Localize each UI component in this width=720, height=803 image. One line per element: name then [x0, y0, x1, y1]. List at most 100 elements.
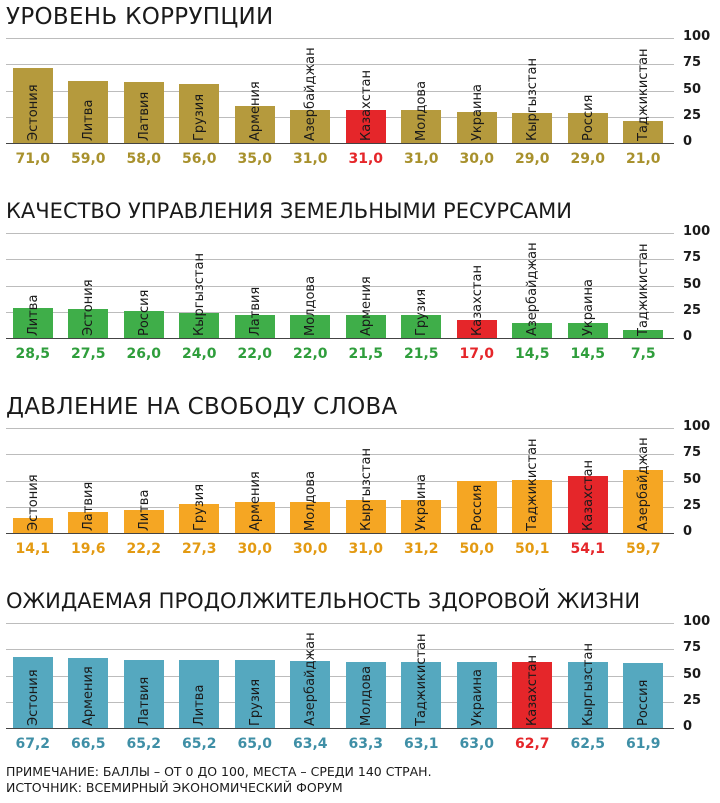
category-label: Грузия [414, 288, 430, 336]
value-label: 31,0 [348, 541, 384, 557]
category-label: Грузия [192, 93, 208, 141]
value-label: 30,0 [292, 541, 328, 557]
bar [456, 661, 497, 728]
bar [567, 476, 608, 533]
category-label: Украина [469, 84, 485, 141]
bar [234, 106, 275, 143]
bar [623, 663, 664, 728]
category-label: Таджикистан [414, 633, 430, 726]
gridline [6, 311, 674, 313]
category-label: Эстония [25, 669, 41, 726]
category-label: Таджикистан [636, 48, 652, 141]
value-label: 30,0 [459, 151, 495, 167]
category-label: Россия [136, 289, 152, 336]
category-label: Литва [192, 684, 208, 726]
category-label: Грузия [192, 483, 208, 531]
y-tick-label: 0 [683, 719, 693, 734]
bar [567, 112, 608, 143]
y-tick-label: 100 [683, 419, 711, 434]
category-label: Россия [636, 679, 652, 726]
bar [345, 661, 386, 728]
value-label: 59,7 [625, 541, 661, 557]
value-label: 21,0 [625, 151, 661, 167]
chart-corruption: УРОВЕНЬ КОРРУПЦИИ 0 25 50 75 100 Эстония 71,0 Л… [0, 0, 720, 190]
category-label: Азербайджан [525, 242, 541, 336]
category-label: Россия [580, 94, 596, 141]
category-label: Литва [136, 489, 152, 531]
category-label: Эстония [25, 474, 41, 531]
value-label: 21,5 [403, 346, 439, 362]
gridline [6, 675, 674, 677]
bar [290, 501, 331, 533]
bar [512, 662, 553, 728]
category-label: Таджикистан [636, 243, 652, 336]
bar [345, 110, 386, 143]
value-label: 19,6 [70, 541, 106, 557]
y-tick-label: 0 [683, 329, 693, 344]
category-label: Украина [414, 474, 430, 531]
y-tick-label: 25 [683, 497, 702, 513]
category-label: Казахстан [358, 70, 374, 141]
gridline [6, 623, 674, 624]
y-tick-label: 75 [683, 250, 702, 266]
y-tick-label: 25 [683, 107, 702, 123]
gridline [6, 701, 674, 703]
bar [567, 662, 608, 728]
value-label: 31,0 [348, 151, 384, 167]
chart-title: ОЖИДАЕМАЯ ПРОДОЛЖИТЕЛЬНОСТЬ ЗДОРОВОЙ ЖИЗ… [6, 589, 641, 613]
category-label: Россия [469, 484, 485, 531]
value-label: 63,4 [292, 736, 328, 752]
value-label: 71,0 [15, 151, 51, 167]
y-tick-label: 25 [683, 692, 702, 708]
bar [68, 658, 109, 728]
category-label: Кыргызстан [525, 58, 541, 141]
value-label: 14,1 [15, 541, 51, 557]
x-axis-baseline [6, 338, 674, 339]
footer: ПРИМЕЧАНИЕ: БАЛЛЫ – ОТ 0 ДО 100, МЕСТА –… [6, 764, 432, 796]
value-label: 58,0 [126, 151, 162, 167]
source-note: ИСТОЧНИК: ВСЕМИРНЫЙ ЭКОНОМИЧЕСКИЙ ФОРУМ [6, 780, 343, 795]
gridline [6, 64, 674, 66]
category-label: Кыргызстан [580, 643, 596, 726]
chart-land-management: КАЧЕСТВО УПРАВЛЕНИЯ ЗЕМЕЛЬНЫМИ РЕСУРСАМИ… [0, 195, 720, 385]
value-label: 65,2 [126, 736, 162, 752]
bar [12, 308, 53, 338]
bar [512, 112, 553, 143]
value-label: 21,5 [348, 346, 384, 362]
bar [401, 661, 442, 728]
value-label: 31,0 [292, 151, 328, 167]
value-label: 62,7 [514, 736, 550, 752]
gridline [6, 259, 674, 261]
category-label: Литва [25, 294, 41, 336]
bar [179, 504, 220, 533]
gridline [6, 285, 674, 287]
category-label: Латвия [81, 481, 97, 531]
value-label: 56,0 [181, 151, 217, 167]
y-tick-label: 100 [683, 224, 711, 239]
bar [12, 518, 53, 533]
value-label: 67,2 [15, 736, 51, 752]
bar [179, 84, 220, 143]
bar [123, 82, 164, 143]
y-tick-label: 25 [683, 302, 702, 318]
category-label: Армения [247, 471, 263, 531]
value-label: 27,5 [70, 346, 106, 362]
bar [68, 81, 109, 143]
y-tick-label: 50 [683, 276, 702, 292]
category-label: Эстония [25, 84, 41, 141]
value-label: 63,0 [459, 736, 495, 752]
y-tick-label: 50 [683, 471, 702, 487]
bar [123, 509, 164, 533]
bar [401, 500, 442, 533]
category-label: Кыргызстан [192, 253, 208, 336]
gridline [6, 428, 674, 429]
x-axis-baseline [6, 728, 674, 729]
bar [123, 310, 164, 338]
chart-freedom-of-speech: ДАВЛЕНИЕ НА СВОБОДУ СЛОВА 0 25 50 75 100 Эсто… [0, 390, 720, 580]
chart-title: ДАВЛЕНИЕ НА СВОБОДУ СЛОВА [6, 394, 398, 420]
y-tick-label: 100 [683, 29, 711, 44]
value-label: 7,5 [630, 346, 656, 362]
value-label: 59,0 [70, 151, 106, 167]
bar [68, 309, 109, 338]
value-label: 14,5 [514, 346, 550, 362]
